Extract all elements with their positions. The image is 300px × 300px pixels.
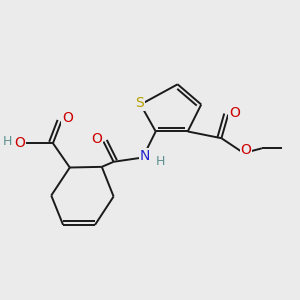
Text: N: N: [140, 149, 150, 163]
Text: O: O: [240, 143, 251, 157]
Text: H: H: [3, 135, 12, 148]
Text: H: H: [156, 154, 166, 168]
Text: O: O: [62, 111, 73, 125]
Text: S: S: [136, 96, 144, 110]
Text: O: O: [91, 132, 102, 146]
Text: O: O: [14, 136, 26, 150]
Text: O: O: [229, 106, 240, 120]
